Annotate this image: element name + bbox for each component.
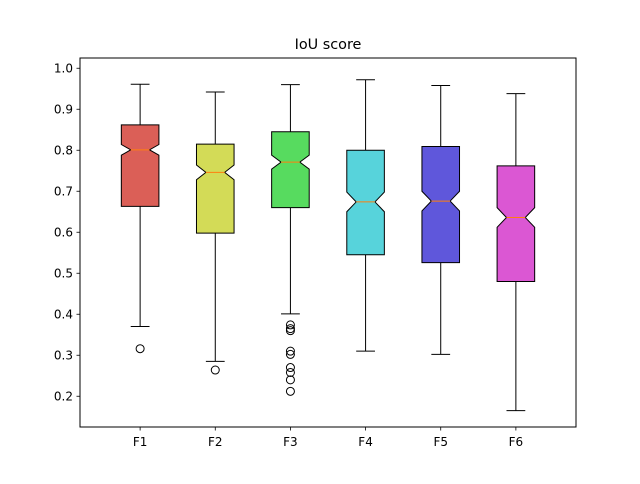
- axes-frame: [79, 57, 577, 428]
- y-tick-label: 0.8: [54, 143, 73, 157]
- box-f5: [421, 146, 461, 264]
- flier-f3: [285, 320, 295, 330]
- y-tick-label: 0.6: [54, 225, 73, 239]
- flier-f1: [135, 344, 145, 354]
- box-f1: [120, 124, 160, 207]
- y-tick-label: 0.5: [54, 266, 73, 280]
- box-f4: [346, 149, 385, 256]
- x-tick-label: F1: [133, 435, 148, 449]
- x-tick-label: F3: [283, 435, 298, 449]
- flier-f3: [285, 386, 295, 396]
- box-f2: [195, 143, 235, 234]
- y-tick-label: 0.7: [54, 184, 73, 198]
- flier-f3: [285, 363, 295, 373]
- flier-f3: [285, 375, 295, 385]
- flier-f3: [285, 349, 295, 359]
- box-f6: [496, 165, 536, 282]
- y-tick-label: 0.2: [54, 389, 73, 403]
- x-tick-label: F4: [358, 435, 373, 449]
- y-tick-label: 0.9: [54, 102, 73, 116]
- x-tick-label: F5: [433, 435, 448, 449]
- flier-f3: [285, 346, 295, 356]
- x-tick-label: F2: [208, 435, 223, 449]
- flier-f2: [210, 365, 220, 375]
- plot-area: 0.2 0.3 0.4 0.5 0.6 0.7 0.8 0.9 1.0 F1 F2 F3 F4 F5 F6: [54, 61, 536, 449]
- chart-title: IoU score: [295, 37, 362, 53]
- y-tick-label: 0.3: [54, 348, 73, 362]
- y-tick-label: 0.4: [54, 307, 73, 321]
- flier-f3: [285, 326, 295, 336]
- flier-f3: [285, 367, 295, 377]
- box-f3: [271, 131, 310, 209]
- x-tick-label: F6: [509, 435, 524, 449]
- y-tick-label: 1.0: [54, 61, 73, 75]
